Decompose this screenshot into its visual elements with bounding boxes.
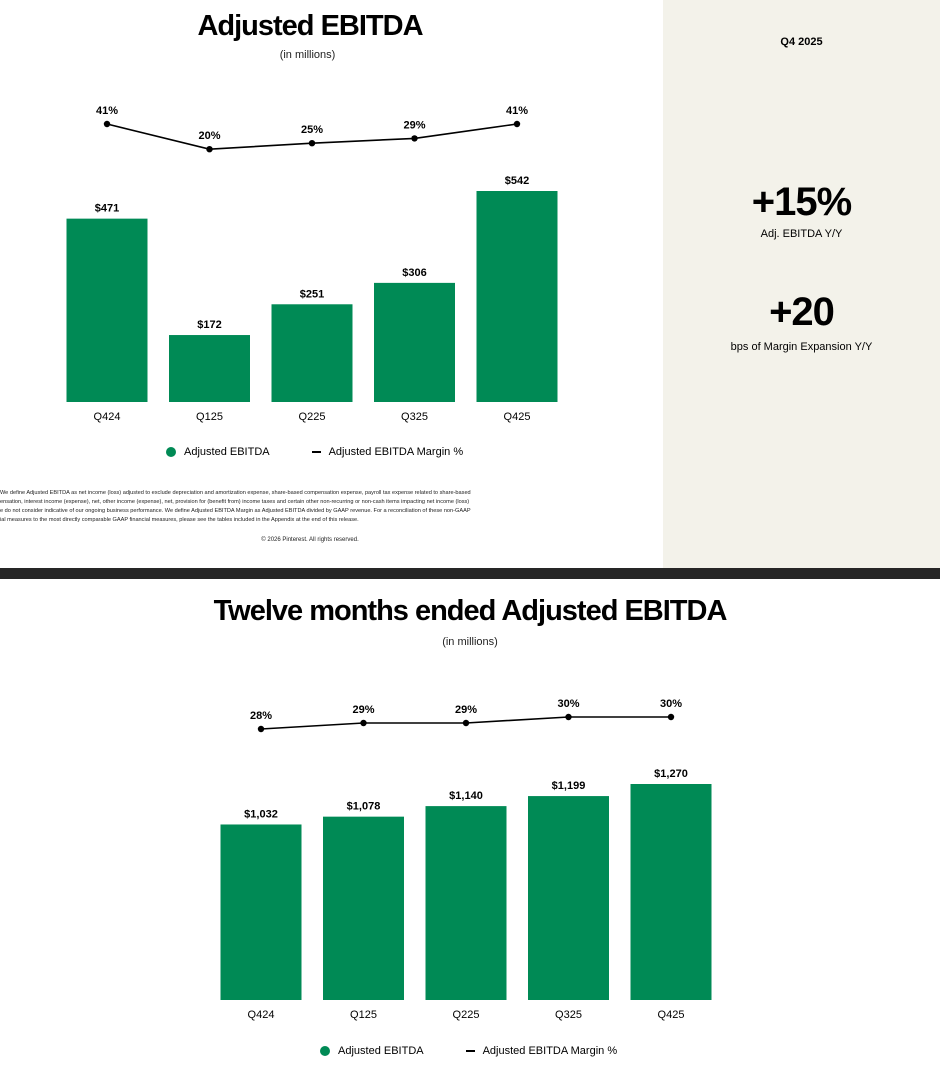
margin-value-label: 25% [301, 124, 323, 136]
bar [169, 335, 250, 402]
ebitda-yoy-label: Adj. EBITDA Y/Y [760, 228, 843, 240]
margin-point [565, 713, 572, 721]
x-tick-label: Q125 [350, 1009, 377, 1021]
margin-point [206, 146, 213, 153]
bar [528, 796, 609, 1000]
margin-value-label: 30% [660, 698, 682, 710]
x-tick-label: Q125 [196, 411, 223, 423]
bar-value-label: $1,199 [552, 780, 586, 792]
highlights-panel [663, 0, 940, 568]
margin-value-label: 30% [557, 698, 579, 710]
bar-value-label: $251 [300, 288, 324, 300]
x-tick-label: Q325 [555, 1009, 582, 1021]
x-tick-label: Q424 [94, 411, 121, 423]
slide-quarterly-adjusted-ebitda: Adjusted EBITDA (in millions) $471 Q424 $1… [0, 0, 940, 568]
bar-value-label: $306 [402, 267, 426, 279]
legend-bar-swatch [320, 1046, 330, 1056]
legend-bar-label: Adjusted EBITDA [184, 446, 270, 458]
bar-value-label: $542 [505, 175, 529, 187]
adjusted-ebitda-chart: $471 Q424 $172 Q125 $251 Q225 $306 Q325 $542 Q425… [66, 105, 558, 423]
margin-point [411, 135, 418, 142]
footnote-line: We define Adjusted EBITDA as net income … [0, 490, 471, 496]
margin-value-label: 41% [96, 105, 118, 117]
margin-point [462, 719, 470, 727]
bar-value-label: $172 [197, 319, 221, 331]
margin-point [257, 725, 265, 733]
footnote-line: ensation, interest income (expense), net… [0, 499, 470, 505]
margin-point [360, 719, 367, 727]
legend-line-swatch [465, 1050, 475, 1052]
bar-value-label: $1,032 [244, 808, 278, 820]
panel-period: Q4 2025 [780, 36, 823, 48]
slide-ttm-adjusted-ebitda: Twelve months ended Adjusted EBITDA (in … [0, 579, 940, 1079]
bar [271, 304, 353, 402]
bar [476, 191, 558, 402]
margin-value-label: 29% [352, 704, 374, 716]
legend-line-label: Adjusted EBITDA Margin % [328, 446, 464, 458]
footnote: We define Adjusted EBITDA as net income … [0, 489, 562, 525]
copyright: © 2026 Pinterest. All rights reserved. [261, 537, 359, 543]
margin-expansion-stat: +20 [769, 290, 835, 334]
chart-subtitle: (in millions) [442, 636, 498, 648]
ebitda-yoy-stat: +15% [751, 180, 852, 224]
margin-value-label: 41% [506, 105, 528, 117]
margin-value-label: 28% [250, 710, 272, 722]
margin-point [308, 140, 316, 147]
x-tick-label: Q225 [299, 411, 326, 423]
x-tick-label: Q425 [504, 411, 531, 423]
margin-expansion-label: bps of Margin Expansion Y/Y [730, 341, 873, 353]
footnote-line: e do not consider indicative of our ongo… [0, 508, 471, 514]
bar [630, 784, 712, 1000]
chart-subtitle: (in millions) [279, 49, 336, 61]
margin-value-label: 29% [403, 119, 425, 131]
bar-value-label: $1,078 [347, 801, 381, 813]
legend-bar-label: Adjusted EBITDA [338, 1045, 424, 1057]
slide-divider [0, 568, 940, 579]
margin-point [103, 120, 111, 128]
legend-line-label: Adjusted EBITDA Margin % [482, 1045, 618, 1057]
bar [66, 218, 148, 402]
bar [374, 282, 455, 402]
margin-point [513, 120, 521, 128]
footnote-line: ial measures to the most directly compar… [0, 517, 359, 523]
legend-bar-swatch [166, 447, 176, 457]
bar [220, 824, 302, 1000]
margin-value-label: 29% [455, 704, 477, 716]
margin-value-label: 20% [198, 130, 220, 142]
chart-legend: Adjusted EBITDA Adjusted EBITDA Margin % [166, 446, 463, 458]
margin-point [667, 713, 675, 721]
x-tick-label: Q325 [401, 411, 428, 423]
bar [425, 806, 507, 1000]
x-tick-label: Q425 [658, 1009, 685, 1021]
bar-value-label: $1,270 [654, 768, 688, 780]
chart-title: Twelve months ended Adjusted EBITDA [213, 595, 728, 627]
x-tick-label: Q225 [453, 1009, 480, 1021]
chart-title: Adjusted EBITDA [197, 10, 423, 42]
chart-legend: Adjusted EBITDA Adjusted EBITDA Margin % [320, 1045, 617, 1057]
bar-value-label: $471 [95, 203, 119, 215]
bar [323, 816, 404, 1000]
bar-value-label: $1,140 [449, 790, 483, 802]
x-tick-label: Q424 [248, 1009, 275, 1021]
ttm-adjusted-ebitda-chart: $1,032 Q424 $1,078 Q125 $1,140 Q225 $1,199 Q325… [220, 698, 712, 1021]
legend-line-swatch [311, 451, 321, 453]
